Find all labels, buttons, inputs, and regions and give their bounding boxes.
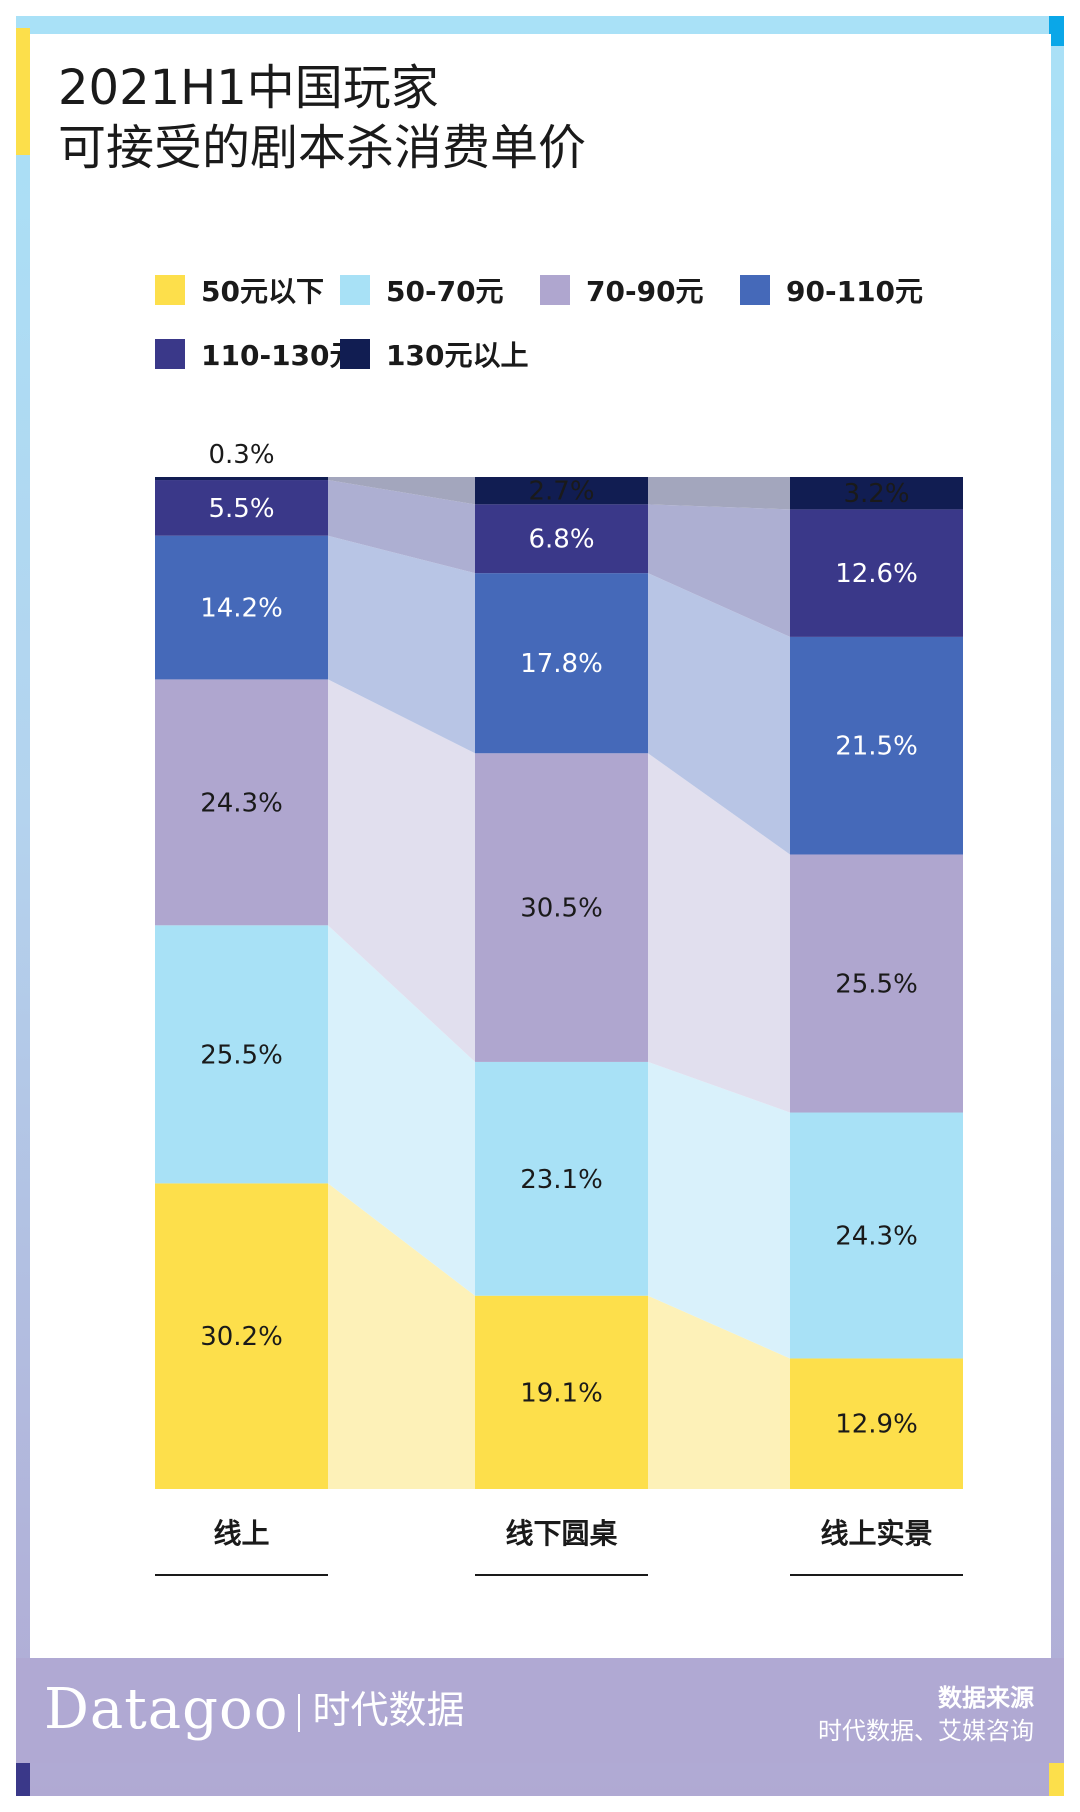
legend-swatch xyxy=(340,339,370,369)
connector-band xyxy=(328,535,475,754)
brand-logo: Datagoo xyxy=(44,1677,289,1742)
bar-segment xyxy=(475,573,648,754)
brand-block: Datagoo 时代数据 xyxy=(44,1680,464,1740)
source-block: 数据来源 时代数据、艾媒咨询 xyxy=(818,1682,1034,1748)
legend-item: 50-70元 xyxy=(340,270,504,310)
connector-band xyxy=(328,925,475,1296)
data-label: 30.5% xyxy=(520,894,603,924)
connector-band xyxy=(328,1183,475,1489)
data-label: 24.3% xyxy=(835,1221,918,1251)
bar-segment xyxy=(475,1295,648,1489)
legend-item: 90-110元 xyxy=(740,270,923,310)
connector-band xyxy=(648,573,790,855)
source-title: 数据来源 xyxy=(938,1684,1034,1712)
legend-label: 110-130元 xyxy=(201,339,358,372)
yellow-accent-strip-bottom xyxy=(1049,1763,1064,1796)
data-label: 25.5% xyxy=(835,970,918,1000)
blue-accent-strip xyxy=(1049,16,1064,46)
legend-swatch xyxy=(740,275,770,305)
segment-labels: 30.2% 25.5% 24.3% 14.2% 5.5% 0.3% 19.1% 23.1% 30… xyxy=(200,440,918,1440)
data-label: 3.2% xyxy=(843,479,909,509)
data-label: 19.1% xyxy=(520,1378,603,1408)
bar-segment xyxy=(155,535,328,680)
data-label: 30.2% xyxy=(200,1322,283,1352)
legend-label: 70-90元 xyxy=(586,275,704,308)
bar-segment xyxy=(790,509,963,637)
connector-band xyxy=(648,477,790,510)
bar-segment xyxy=(790,1358,963,1489)
connector-band xyxy=(648,1061,790,1359)
legend-swatch xyxy=(340,275,370,305)
category-label: 线上实景 xyxy=(820,1517,932,1550)
bar-segment xyxy=(790,1112,963,1359)
bar-segment xyxy=(155,679,328,926)
data-label: 24.3% xyxy=(200,788,283,818)
title-line-2: 可接受的剧本杀消费单价 xyxy=(58,120,587,176)
data-label: 2.7% xyxy=(528,477,594,507)
data-label: 25.5% xyxy=(200,1040,283,1070)
bar-segment xyxy=(475,504,648,574)
legend-label: 50-70元 xyxy=(386,275,504,308)
legend-swatch xyxy=(155,339,185,369)
bar-segment xyxy=(155,477,328,481)
connector-band xyxy=(328,679,475,1062)
bar-segment xyxy=(475,1061,648,1296)
legend-label: 50元以下 xyxy=(201,275,324,308)
connector-band xyxy=(328,477,475,505)
legend-swatch xyxy=(540,275,570,305)
bar-segment xyxy=(790,477,963,510)
data-label: 23.1% xyxy=(520,1165,603,1195)
legend-item: 70-90元 xyxy=(540,270,704,310)
connector-band xyxy=(328,480,475,574)
bar-segment xyxy=(475,753,648,1062)
data-label: 14.2% xyxy=(200,594,283,624)
data-label: 12.6% xyxy=(835,559,918,589)
chart-title: 2021H1中国玩家 可接受的剧本杀消费单价 xyxy=(58,58,586,178)
bar-segment xyxy=(475,477,648,505)
data-label: 5.5% xyxy=(208,494,274,524)
data-label: 21.5% xyxy=(835,732,918,762)
connector-band xyxy=(648,1295,790,1489)
legend-item: 110-130元 xyxy=(155,334,358,374)
navy-accent-strip xyxy=(16,1763,30,1796)
connector-band xyxy=(648,504,790,637)
bar-segment xyxy=(155,480,328,536)
brand-divider xyxy=(298,1694,301,1732)
data-label: 6.8% xyxy=(528,525,594,555)
title-line-1: 2021H1中国玩家 xyxy=(58,60,439,116)
bar-segment xyxy=(790,854,963,1113)
brand-name-cn: 时代数据 xyxy=(312,1688,465,1732)
bar-segments xyxy=(155,477,963,1489)
connector-band xyxy=(648,753,790,1113)
source-text: 时代数据、艾媒咨询 xyxy=(818,1717,1034,1745)
data-label: 12.9% xyxy=(835,1410,918,1440)
data-label: 0.3% xyxy=(208,440,274,470)
category-label: 线下圆桌 xyxy=(505,1517,617,1550)
bar-segment xyxy=(155,1183,328,1489)
connector-bands xyxy=(328,477,790,1489)
legend-label: 130元以上 xyxy=(386,339,529,372)
legend-item: 130元以上 xyxy=(340,334,528,374)
footer: Datagoo 时代数据 数据来源 时代数据、艾媒咨询 xyxy=(16,1658,1064,1763)
bar-segment xyxy=(790,636,963,855)
yellow-accent-strip xyxy=(16,28,30,155)
legend-item: 50元以下 xyxy=(155,270,324,310)
data-label: 17.8% xyxy=(520,649,603,679)
legend-label: 90-110元 xyxy=(786,275,924,308)
bar-segment xyxy=(155,925,328,1184)
category-label: 线上 xyxy=(213,1517,269,1550)
legend-swatch xyxy=(155,275,185,305)
